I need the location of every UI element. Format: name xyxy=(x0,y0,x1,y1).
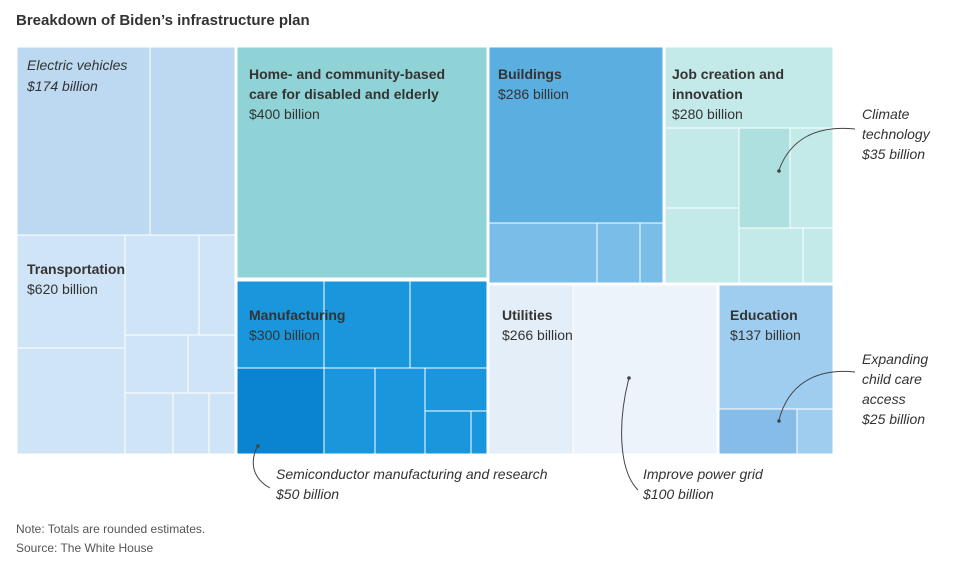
sub-jc-3 xyxy=(789,127,834,229)
label-education-value: $137 billion xyxy=(730,327,801,343)
chart-source: Source: The White House xyxy=(16,541,154,555)
sub-mf-2 xyxy=(323,280,411,369)
sub-ev-2 xyxy=(16,46,151,236)
sub-climate xyxy=(738,127,791,229)
callout-powergrid-value: $100 billion xyxy=(642,486,714,502)
sub-bd-3 xyxy=(639,222,664,284)
label-home-care-name: Home- and community-based care for disabl… xyxy=(249,66,445,102)
label-manufacturing-name: Manufacturing xyxy=(249,307,345,323)
sub-mf-1 xyxy=(236,280,325,369)
sub-tr-7 xyxy=(124,392,174,455)
callout-climate-dot xyxy=(777,169,781,173)
callout-climate-leader xyxy=(778,127,856,171)
sub-cc-1 xyxy=(718,408,798,455)
sub-jc-1 xyxy=(664,127,740,209)
treemap-callouts: Climate technology $35 billion Expanding chi… xyxy=(252,106,931,502)
callout-powergrid-name: Improve power grid xyxy=(643,466,764,482)
treemap-subdivisions xyxy=(16,46,834,455)
sub-jc-4 xyxy=(738,227,804,284)
label-manufacturing-value: $300 billion xyxy=(249,327,320,343)
sub-mf-6 xyxy=(424,367,488,412)
chart-title: Breakdown of Biden’s infrastructure plan xyxy=(16,12,310,29)
sub-tr-8 xyxy=(172,392,210,455)
treemap-labels: Electric vehicles $174 billion Transportat… xyxy=(26,57,801,343)
chart-note: Note: Totals are rounded estimates. xyxy=(16,522,206,536)
callout-semiconductor-name: Semiconductor manufacturing and research xyxy=(276,466,548,482)
label-education-name: Education xyxy=(730,307,798,323)
callout-semiconductor-leader xyxy=(252,446,271,489)
cell-home-care xyxy=(236,46,488,279)
sub-mf-4 xyxy=(323,367,376,455)
label-home-care-value: $400 billion xyxy=(249,106,320,122)
sub-ut-1 xyxy=(488,284,574,455)
label-job-creation-name: Job creation and innovation xyxy=(672,66,784,102)
sub-power-grid xyxy=(572,284,718,455)
label-buildings-name: Buildings xyxy=(498,66,562,82)
sub-bd-1 xyxy=(488,222,598,284)
sub-mf-3 xyxy=(409,280,488,369)
label-utilities-value: $266 billion xyxy=(502,327,573,343)
callout-childcare-value: $25 billion xyxy=(861,411,925,427)
sub-cc-2 xyxy=(796,408,834,455)
callout-powergrid-dot xyxy=(627,376,631,380)
callout-powergrid-leader xyxy=(621,377,639,491)
cell-buildings xyxy=(488,46,664,224)
label-transportation-value: $620 billion xyxy=(27,281,98,297)
callout-childcare-name: Expanding child care access xyxy=(862,351,928,407)
callout-climate-name: Climate technology xyxy=(862,106,931,142)
callout-semiconductor-dot xyxy=(256,444,260,448)
sub-mf-8 xyxy=(470,410,488,455)
callout-childcare-dot xyxy=(777,419,781,423)
sub-tr-2 xyxy=(16,347,126,455)
label-electric-vehicles-value: $174 billion xyxy=(26,78,98,94)
sub-tr-4 xyxy=(198,234,236,336)
callout-childcare-leader xyxy=(778,370,856,421)
sub-tr-6 xyxy=(187,334,236,394)
sub-tr-3 xyxy=(124,234,200,336)
sub-semiconductor xyxy=(236,367,325,455)
label-job-creation-value: $280 billion xyxy=(672,106,743,122)
label-buildings-value: $286 billion xyxy=(498,86,569,102)
sub-ev-1 xyxy=(149,46,236,236)
sub-tr-5 xyxy=(124,334,189,394)
sub-mf-7 xyxy=(424,410,472,455)
sub-jc-5 xyxy=(802,227,834,284)
callout-climate-value: $35 billion xyxy=(861,146,925,162)
sub-bd-2 xyxy=(596,222,641,284)
sub-mf-5 xyxy=(374,367,426,455)
sub-jc-2 xyxy=(664,207,740,284)
cell-education xyxy=(718,284,834,410)
callout-semiconductor-value: $50 billion xyxy=(275,486,339,502)
sub-tr-1 xyxy=(16,234,126,349)
label-electric-vehicles-name: Electric vehicles xyxy=(27,57,127,73)
label-transportation-name: Transportation xyxy=(27,261,125,277)
sub-tr-9 xyxy=(208,392,236,455)
label-utilities-name: Utilities xyxy=(502,307,553,323)
